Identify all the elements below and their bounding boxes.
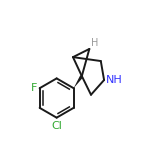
Text: Cl: Cl xyxy=(51,121,62,131)
Text: F: F xyxy=(31,83,37,93)
Text: H: H xyxy=(91,38,99,48)
Text: NH: NH xyxy=(106,75,123,85)
Polygon shape xyxy=(74,75,83,88)
